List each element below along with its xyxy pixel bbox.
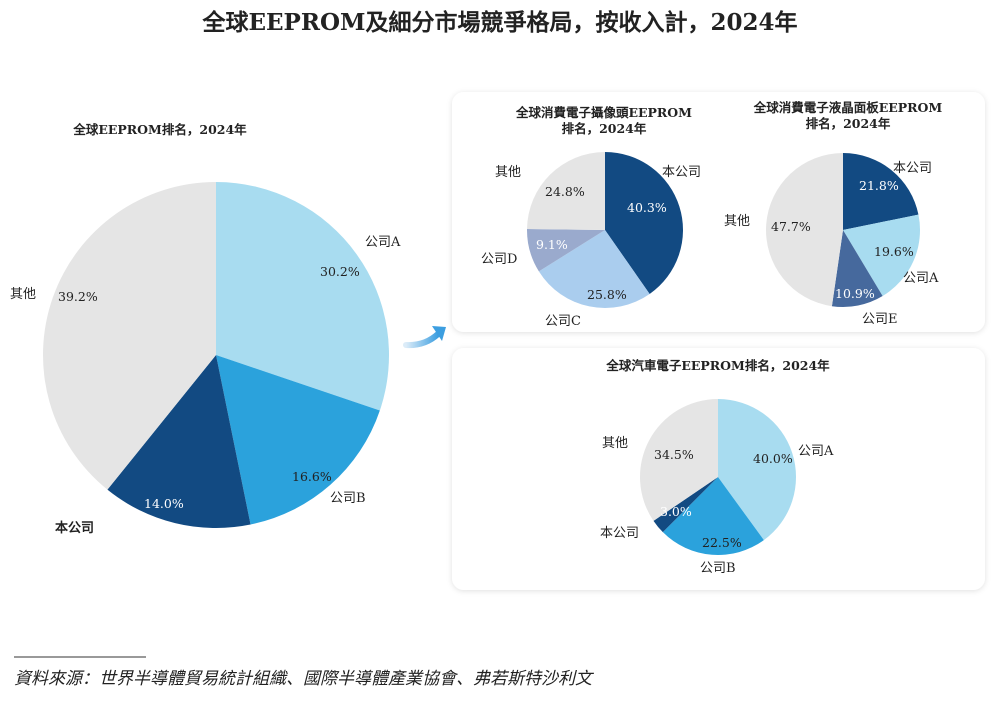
source-note: 資料來源：世界半導體貿易統計組織、國際半導體產業協會、弗若斯特沙利文 (14, 669, 595, 689)
pie-automotive (639, 399, 797, 556)
slice-label: 公司A (798, 444, 834, 459)
pie-slice (766, 153, 843, 307)
slice-pct: 19.6% (874, 244, 914, 259)
pie-slice (107, 355, 251, 529)
slice-label: 本公司 (893, 161, 932, 176)
slice-pct: 14.0% (144, 496, 184, 511)
slice-pct: 39.2% (58, 289, 98, 304)
pie-slice (216, 355, 380, 525)
slice-label: 公司A (903, 271, 939, 286)
slice-label: 公司B (330, 491, 366, 506)
slice-label: 公司D (481, 252, 517, 267)
slice-label: 其他 (602, 436, 628, 451)
pie-slice (527, 229, 605, 272)
slice-pct: 3.0% (660, 504, 692, 519)
slice-pct: 30.2% (320, 264, 360, 279)
slice-pct: 24.8% (545, 184, 585, 199)
slice-pct: 47.7% (771, 219, 811, 234)
pie-slice (843, 153, 919, 230)
slice-pct: 40.3% (627, 200, 667, 215)
slice-pct: 22.5% (702, 535, 742, 550)
pie-slice (653, 477, 718, 533)
slice-label: 其他 (495, 165, 521, 180)
pie-slice (527, 152, 605, 230)
chart-title: 全球EEPROM排名，2024年 (72, 122, 247, 137)
slice-pct: 34.5% (654, 447, 694, 462)
chart-title: 全球消費電子液晶面板EEPROM (753, 100, 943, 115)
slice-label: 本公司 (662, 165, 701, 180)
pie-slice (662, 477, 764, 556)
figure-title: 全球EEPROM及細分市場競爭格局，按收入計，2024年 (202, 9, 798, 36)
slice-label: 其他 (10, 287, 36, 302)
pie-slice (843, 214, 920, 297)
slice-pct: 25.8% (587, 287, 627, 302)
slice-label: 公司A (365, 235, 401, 250)
chart-title: 全球消費電子攝像頭EEPROM (515, 105, 692, 120)
slice-pct: 16.6% (292, 469, 332, 484)
pie-camera (527, 152, 684, 309)
slice-label: 公司C (545, 314, 581, 329)
slice-pct: 10.9% (835, 286, 875, 301)
slice-pct: 21.8% (859, 178, 899, 193)
pie-slice (639, 399, 718, 521)
slice-label: 其他 (724, 214, 750, 229)
slice-pct: 9.1% (536, 237, 568, 252)
slice-label: 公司E (862, 312, 898, 327)
pie-slice (43, 182, 216, 490)
pie-lcd (766, 153, 920, 307)
chart-title: 全球汽車電子EEPROM排名，2024年 (605, 358, 830, 373)
pie-slice (216, 182, 389, 411)
slice-pct: 40.0% (753, 451, 793, 466)
pie-slice (718, 399, 797, 541)
chart-title: 排名，2024年 (562, 121, 647, 136)
arrow-icon (403, 326, 446, 349)
slice-label: 本公司 (600, 526, 639, 541)
chart-title: 排名，2024年 (806, 116, 891, 131)
pie-slice (831, 230, 883, 307)
slice-label: 公司B (700, 561, 736, 576)
pie-slice (605, 152, 684, 294)
slice-label: 本公司 (55, 520, 94, 536)
pie-slice (538, 230, 650, 309)
pie-global (43, 182, 389, 529)
